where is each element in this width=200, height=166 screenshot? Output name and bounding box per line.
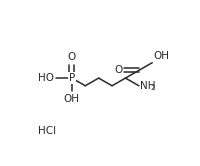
Text: 2: 2 <box>149 85 154 91</box>
Text: O: O <box>67 52 76 62</box>
Text: OH: OH <box>153 51 169 61</box>
Text: O: O <box>114 65 122 75</box>
Text: OH: OH <box>64 94 79 104</box>
Text: NH: NH <box>140 81 155 91</box>
Text: P: P <box>68 73 75 83</box>
Text: HO: HO <box>38 73 54 83</box>
Text: HCl: HCl <box>37 126 55 136</box>
